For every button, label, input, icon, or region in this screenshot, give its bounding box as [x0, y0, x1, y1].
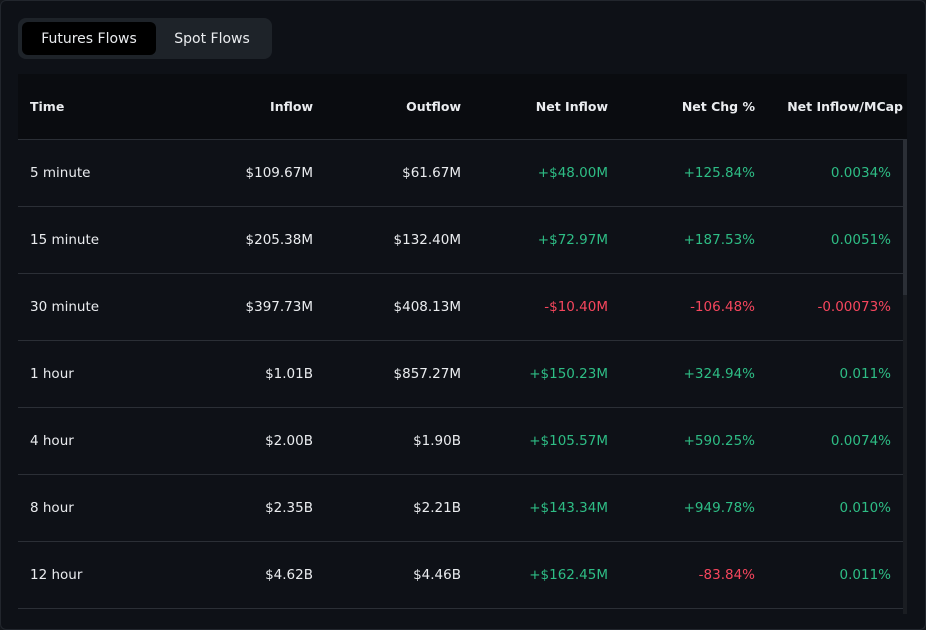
cell-net-chg: -106.48% — [690, 299, 755, 315]
scrollbar-thumb[interactable] — [903, 140, 907, 295]
cell-net-inflow-mcap: 0.0074% — [830, 433, 891, 449]
cell-inflow: $1.01B — [265, 366, 313, 382]
cell-inflow: $4.62B — [265, 567, 313, 583]
tab-futures-flows[interactable]: Futures Flows — [22, 22, 156, 55]
table-row: 4 hour $2.00B $1.90B +$105.57M +590.25% 0.007… — [18, 408, 907, 475]
header-time: Time — [30, 99, 65, 114]
cell-net-inflow-mcap: 0.011% — [839, 567, 891, 583]
cell-net-chg: +949.78% — [683, 500, 755, 516]
cell-net-chg: +590.25% — [683, 433, 755, 449]
cell-outflow: $2.21B — [413, 500, 461, 516]
cell-net-inflow-mcap: -0.00073% — [817, 299, 891, 315]
cell-net-chg: +187.53% — [683, 232, 755, 248]
tab-spot-flows[interactable]: Spot Flows — [174, 30, 250, 47]
table-header: Time Inflow Outflow Net Inflow Net Chg %… — [18, 74, 907, 140]
cell-outflow: $408.13M — [393, 299, 461, 315]
flows-table: Time Inflow Outflow Net Inflow Net Chg %… — [18, 74, 907, 609]
cell-net-chg: -83.84% — [698, 567, 755, 583]
cell-net-inflow-mcap: 0.0051% — [830, 232, 891, 248]
header-net-inflow: Net Inflow — [535, 99, 608, 114]
cell-inflow: $2.35B — [265, 500, 313, 516]
header-outflow: Outflow — [406, 99, 461, 114]
cell-inflow: $205.38M — [245, 232, 313, 248]
flow-type-tabs: Futures Flows Spot Flows — [18, 18, 272, 59]
cell-net-inflow: +$162.45M — [529, 567, 608, 583]
cell-time: 30 minute — [30, 299, 100, 315]
cell-inflow: $109.67M — [245, 165, 313, 181]
cell-net-inflow: +$72.97M — [537, 232, 608, 248]
scrollbar[interactable] — [903, 140, 907, 614]
cell-time: 12 hour — [30, 567, 83, 583]
cell-inflow: $397.73M — [245, 299, 313, 315]
cell-outflow: $1.90B — [413, 433, 461, 449]
cell-net-inflow: -$10.40M — [544, 299, 608, 315]
table-row: 12 hour $4.62B $4.46B +$162.45M -83.84% 0.011… — [18, 542, 907, 609]
table-body: 5 minute $109.67M $61.67M +$48.00M +125.84% 0… — [18, 140, 907, 609]
cell-time: 15 minute — [30, 232, 100, 248]
cell-net-chg: +125.84% — [683, 165, 755, 181]
cell-net-inflow-mcap: 0.010% — [839, 500, 891, 516]
cell-time: 4 hour — [30, 433, 74, 449]
table-row: 5 minute $109.67M $61.67M +$48.00M +125.84% 0… — [18, 140, 907, 207]
header-net-chg: Net Chg % — [681, 99, 755, 114]
table-row: 1 hour $1.01B $857.27M +$150.23M +324.94% 0.0… — [18, 341, 907, 408]
cell-net-inflow-mcap: 0.011% — [839, 366, 891, 382]
cell-outflow: $857.27M — [393, 366, 461, 382]
table-row: 8 hour $2.35B $2.21B +$143.34M +949.78% 0.010… — [18, 475, 907, 542]
table-row: 30 minute $397.73M $408.13M -$10.40M -106.48… — [18, 274, 907, 341]
cell-net-inflow: +$105.57M — [529, 433, 608, 449]
cell-outflow: $132.40M — [393, 232, 461, 248]
cell-time: 1 hour — [30, 366, 74, 382]
cell-inflow: $2.00B — [265, 433, 313, 449]
cell-net-inflow: +$48.00M — [537, 165, 608, 181]
cell-net-inflow: +$143.34M — [529, 500, 608, 516]
cell-outflow: $4.46B — [413, 567, 461, 583]
cell-net-chg: +324.94% — [683, 366, 755, 382]
cell-net-inflow: +$150.23M — [529, 366, 608, 382]
cell-time: 5 minute — [30, 165, 91, 181]
cell-net-inflow-mcap: 0.0034% — [830, 165, 891, 181]
header-inflow: Inflow — [270, 99, 313, 114]
cell-time: 8 hour — [30, 500, 74, 516]
table-row: 15 minute $205.38M $132.40M +$72.97M +187.53… — [18, 207, 907, 274]
header-net-inflow-mcap: Net Inflow/MCap — [787, 99, 903, 114]
cell-outflow: $61.67M — [402, 165, 461, 181]
